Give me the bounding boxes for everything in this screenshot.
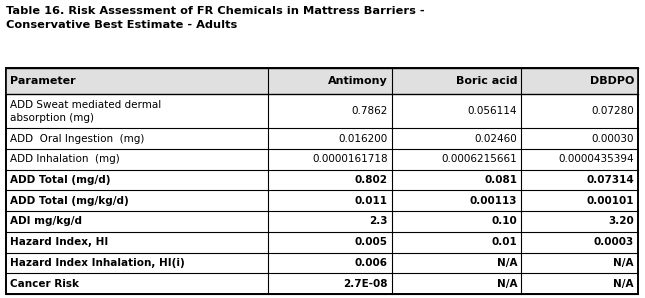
- Text: 0.10: 0.10: [491, 216, 517, 226]
- Text: ADD Inhalation  (mg): ADD Inhalation (mg): [10, 154, 120, 164]
- Text: 2.7E-08: 2.7E-08: [343, 279, 388, 289]
- Text: 0.016200: 0.016200: [338, 134, 388, 144]
- Text: ADD Total (mg/d): ADD Total (mg/d): [10, 175, 110, 185]
- Text: Cancer Risk: Cancer Risk: [10, 279, 79, 289]
- Text: 0.056114: 0.056114: [468, 106, 517, 116]
- Text: 0.00030: 0.00030: [591, 134, 634, 144]
- Text: 0.00113: 0.00113: [470, 196, 517, 206]
- Text: ADD  Oral Ingestion  (mg): ADD Oral Ingestion (mg): [10, 134, 144, 144]
- Text: 0.07280: 0.07280: [591, 106, 634, 116]
- Text: Parameter: Parameter: [10, 76, 75, 86]
- Text: Hazard Index, HI: Hazard Index, HI: [10, 237, 108, 247]
- Text: 0.0006215661: 0.0006215661: [441, 154, 517, 164]
- Text: Table 16. Risk Assessment of FR Chemicals in Mattress Barriers -: Table 16. Risk Assessment of FR Chemical…: [6, 6, 424, 16]
- Text: N/A: N/A: [613, 279, 634, 289]
- Bar: [6, 68, 638, 294]
- Text: Antimony: Antimony: [328, 76, 388, 86]
- Text: ADD Total (mg/kg/d): ADD Total (mg/kg/d): [10, 196, 129, 206]
- Text: 0.00101: 0.00101: [586, 196, 634, 206]
- Text: 2.3: 2.3: [369, 216, 388, 226]
- Text: ADD Sweat mediated dermal
absorption (mg): ADD Sweat mediated dermal absorption (mg…: [10, 100, 161, 122]
- Text: 0.006: 0.006: [355, 258, 388, 268]
- Text: 0.01: 0.01: [491, 237, 517, 247]
- Text: 0.802: 0.802: [355, 175, 388, 185]
- Text: Conservative Best Estimate - Adults: Conservative Best Estimate - Adults: [6, 20, 237, 30]
- Text: 0.7862: 0.7862: [351, 106, 388, 116]
- Bar: [6, 68, 638, 294]
- Text: N/A: N/A: [613, 258, 634, 268]
- Text: N/A: N/A: [497, 279, 517, 289]
- Text: 0.0000435394: 0.0000435394: [559, 154, 634, 164]
- Text: 0.0000161718: 0.0000161718: [312, 154, 388, 164]
- Text: 0.07314: 0.07314: [586, 175, 634, 185]
- Text: N/A: N/A: [497, 258, 517, 268]
- Text: ADI mg/kg/d: ADI mg/kg/d: [10, 216, 82, 226]
- Text: 0.011: 0.011: [355, 196, 388, 206]
- Text: 0.0003: 0.0003: [594, 237, 634, 247]
- Text: 0.081: 0.081: [484, 175, 517, 185]
- Text: 0.02460: 0.02460: [474, 134, 517, 144]
- Text: DBDPO: DBDPO: [590, 76, 634, 86]
- Text: 0.005: 0.005: [355, 237, 388, 247]
- Text: Hazard Index Inhalation, HI(i): Hazard Index Inhalation, HI(i): [10, 258, 184, 268]
- Text: Boric acid: Boric acid: [455, 76, 517, 86]
- Text: 3.20: 3.20: [608, 216, 634, 226]
- Bar: [6, 68, 638, 94]
